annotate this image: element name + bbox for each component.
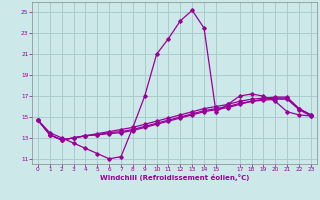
X-axis label: Windchill (Refroidissement éolien,°C): Windchill (Refroidissement éolien,°C) xyxy=(100,174,249,181)
